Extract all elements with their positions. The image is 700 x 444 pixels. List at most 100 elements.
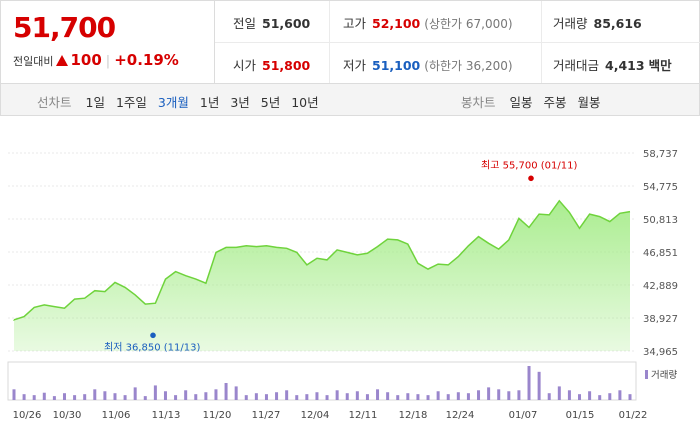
x-tick-label: 12/04 (301, 410, 330, 421)
volume-bar (507, 391, 511, 400)
tab-period-0[interactable]: 1일 (85, 95, 105, 110)
divider: | (105, 54, 111, 69)
x-tick-label: 12/11 (349, 410, 378, 421)
volume-bar (547, 393, 551, 400)
period-toolbar: 선차트 1일 1주일 3개월 1년 3년 5년 10년 봉차트 일봉 주봉 월봉 (0, 84, 700, 116)
y-tick-label: 38,927 (643, 314, 678, 325)
x-tick-label: 01/15 (566, 410, 595, 421)
stat-amount: 거래대금 4,413 백만 (553, 55, 672, 74)
volume-bar (12, 389, 16, 400)
up-arrow-icon (56, 55, 69, 66)
line-chart-tabs: 선차트 1일 1주일 3개월 1년 3년 5년 10년 (37, 92, 341, 111)
volume-bar (254, 393, 258, 400)
volume-bar (52, 396, 56, 400)
volume-bar (466, 393, 470, 400)
volume-bar (123, 395, 127, 400)
max-marker (528, 175, 534, 182)
volume-bar (355, 391, 359, 400)
volume-bar (325, 395, 329, 400)
volume-bar (22, 394, 26, 400)
volume-bar (608, 393, 612, 400)
stat-label: 전일 (233, 16, 257, 31)
volume-bar (426, 395, 430, 400)
volume-bar (335, 390, 339, 400)
volume-bar (578, 394, 582, 400)
x-tick-label: 10/30 (53, 410, 82, 421)
candle-chart-title: 봉차트 (461, 95, 496, 110)
volume-bar (32, 395, 36, 400)
stat-value: 51,800 (262, 58, 311, 73)
x-tick-label: 01/07 (509, 410, 538, 421)
volume-bar (527, 366, 531, 400)
divider (541, 1, 542, 83)
x-tick-label: 12/24 (446, 410, 475, 421)
change-label: 전일대비 (13, 55, 54, 68)
volume-bar (315, 392, 319, 400)
volume-bar (456, 392, 460, 400)
quote-summary: 51,700 전일대비 100 | +0.19% 전일 51,600 고가 52,100(… (0, 0, 700, 84)
tab-period-1[interactable]: 1주일 (115, 95, 147, 110)
stat-label: 거래량 (553, 16, 588, 31)
stat-label: 저가 (343, 58, 367, 73)
volume-bar (416, 394, 420, 400)
volume-bar (406, 393, 410, 400)
change-value: 100 (70, 51, 102, 69)
stat-value: 52,100 (372, 16, 421, 31)
y-tick-label: 50,813 (643, 215, 678, 226)
volume-bar (174, 395, 178, 400)
tab-period-3[interactable]: 1년 (199, 95, 220, 110)
volume-bar (204, 392, 208, 400)
x-tick-label: 11/27 (252, 410, 281, 421)
y-tick-label: 58,737 (643, 149, 678, 160)
x-tick-label: 12/18 (399, 410, 428, 421)
x-tick-label: 11/06 (102, 410, 131, 421)
y-tick-label: 54,775 (643, 182, 678, 193)
tab-candle-2[interactable]: 월봉 (577, 95, 601, 110)
price-box: 51,700 전일대비 100 | +0.19% (1, 1, 215, 83)
volume-bar (477, 390, 481, 400)
volume-bar (345, 393, 349, 400)
y-tick-label: 34,965 (643, 347, 678, 358)
price-area (14, 200, 630, 351)
tab-period-6[interactable]: 10년 (291, 95, 319, 110)
stat-volume: 거래량 85,616 (553, 13, 642, 32)
stat-prev: 전일 51,600 (233, 13, 310, 32)
volume-panel (7, 361, 637, 401)
stat-value: 4,413 (605, 58, 645, 73)
volume-bar (113, 393, 117, 400)
volume-bar (234, 386, 238, 400)
price-chart-svg: 58,737 54,775 50,813 46,851 42,889 38,927 34,9… (7, 149, 678, 421)
volume-bar (618, 390, 622, 400)
stat-value: 51,600 (262, 16, 311, 31)
stat-low: 저가 51,100 (하한가 36,200) (343, 55, 513, 74)
volume-bar (376, 389, 380, 400)
volume-bar (194, 394, 198, 400)
volume-bar (153, 385, 157, 400)
change-pct: +0.19% (114, 51, 179, 69)
current-price: 51,700 (13, 11, 116, 44)
volume-bar (557, 386, 561, 400)
volume-bar (295, 395, 299, 400)
tab-candle-1[interactable]: 주봉 (543, 95, 567, 110)
tab-period-2[interactable]: 3개월 (157, 95, 189, 110)
x-tick-label: 10/26 (13, 410, 42, 421)
tab-period-4[interactable]: 3년 (230, 95, 250, 110)
y-tick-label: 46,851 (643, 248, 678, 259)
volume-bar (264, 394, 268, 400)
volume-bar (184, 390, 188, 400)
volume-bar (386, 392, 390, 400)
price-line (13, 199, 631, 321)
volume-bar (517, 390, 521, 400)
volume-bar (285, 390, 289, 400)
tab-period-5[interactable]: 5년 (260, 95, 281, 110)
stat-label: 시가 (233, 58, 257, 73)
volume-legend-swatch (645, 370, 648, 379)
volume-bar (436, 391, 440, 400)
max-label: 최고 55,700 (01/11) (481, 159, 577, 171)
volume-bar (487, 387, 491, 400)
volume-bar (365, 394, 369, 400)
stat-label: 고가 (343, 16, 367, 31)
tab-candle-0[interactable]: 일봉 (509, 95, 533, 110)
price-change: 전일대비 100 | +0.19% (13, 51, 179, 69)
volume-bar (42, 392, 46, 400)
